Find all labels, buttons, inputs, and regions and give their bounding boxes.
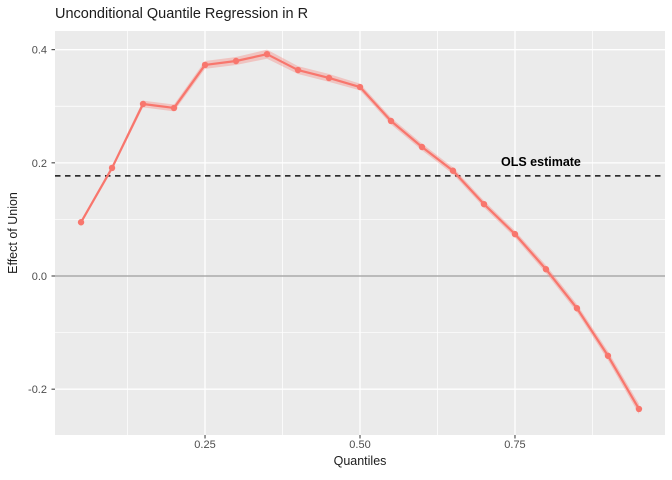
data-point bbox=[387, 117, 395, 125]
data-point bbox=[294, 66, 302, 74]
data-point bbox=[139, 100, 147, 108]
y-tick-label: 0.0 bbox=[32, 271, 47, 283]
data-point bbox=[201, 61, 209, 69]
chart-title: Unconditional Quantile Regression in R bbox=[55, 6, 309, 22]
data-point bbox=[542, 266, 550, 273]
y-axis-title: Effect of Union bbox=[6, 192, 20, 274]
data-point bbox=[77, 219, 85, 226]
data-point bbox=[604, 352, 612, 359]
data-point bbox=[325, 74, 333, 82]
data-point bbox=[573, 305, 581, 312]
x-tick-label: 0.25 bbox=[194, 439, 215, 451]
x-axis-title: Quantiles bbox=[333, 454, 387, 468]
data-point bbox=[263, 50, 271, 58]
data-point bbox=[232, 57, 240, 65]
y-tick-label: -0.2 bbox=[28, 384, 47, 396]
data-point bbox=[356, 83, 364, 91]
data-point bbox=[418, 143, 426, 151]
x-tick-label: 0.50 bbox=[349, 439, 370, 451]
data-point bbox=[635, 405, 643, 413]
data-point bbox=[480, 200, 488, 208]
y-tick-label: 0.4 bbox=[32, 45, 47, 57]
y-tick-label: 0.2 bbox=[32, 158, 47, 170]
data-point bbox=[511, 230, 519, 238]
x-tick-label: 0.75 bbox=[504, 439, 525, 451]
data-point bbox=[108, 164, 116, 172]
data-point bbox=[449, 167, 457, 174]
ols-estimate-annotation: OLS estimate bbox=[501, 155, 581, 169]
data-point bbox=[170, 104, 178, 112]
